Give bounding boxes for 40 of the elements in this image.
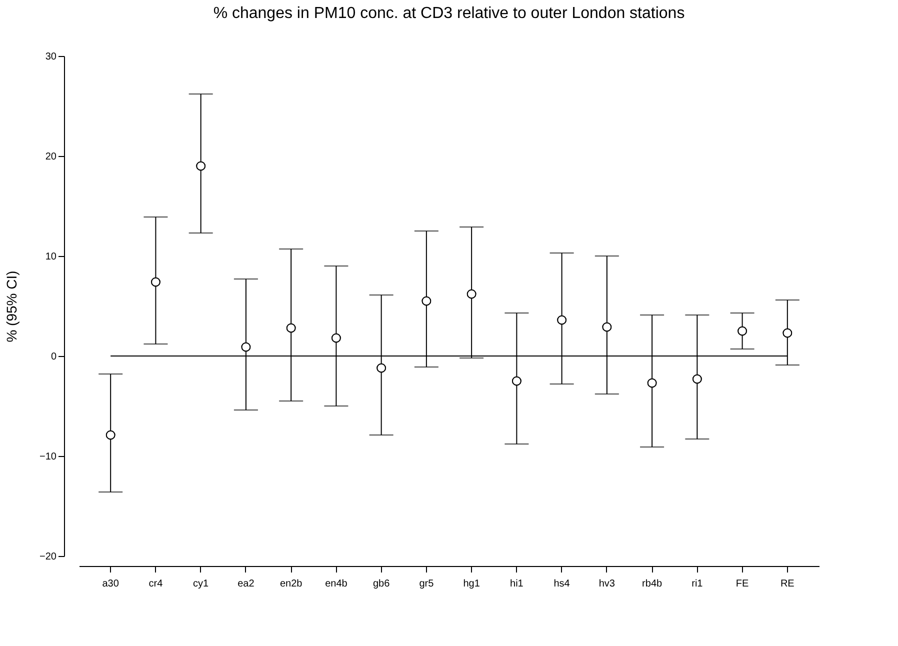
y-tick-label: −20 bbox=[40, 552, 57, 562]
x-tick-label: cy1 bbox=[193, 578, 210, 590]
x-tick-label: hv3 bbox=[598, 578, 616, 590]
point bbox=[557, 315, 566, 325]
x-tick-label: RE bbox=[780, 578, 795, 590]
point bbox=[602, 322, 612, 332]
x-tick-label: gr5 bbox=[419, 578, 434, 590]
point bbox=[106, 430, 116, 440]
point bbox=[286, 323, 296, 333]
point bbox=[196, 161, 206, 171]
x-tick-label: FE bbox=[736, 578, 750, 590]
point bbox=[241, 342, 251, 352]
y-axis-title: % (95% CI) bbox=[4, 270, 20, 342]
point bbox=[738, 326, 747, 336]
y-tick-label: 30 bbox=[45, 52, 57, 62]
point bbox=[151, 277, 160, 287]
x-tick-label: hs4 bbox=[554, 578, 570, 590]
y-tick-label: 0 bbox=[50, 352, 57, 362]
x-tick-label: ri1 bbox=[692, 578, 704, 590]
point bbox=[332, 333, 341, 343]
x-tick-label: a30 bbox=[102, 578, 120, 590]
x-tick-label: ea2 bbox=[238, 578, 255, 590]
point bbox=[422, 296, 432, 306]
x-tick-label: en2b bbox=[280, 578, 303, 590]
x-tick-label: cr4 bbox=[148, 578, 164, 590]
y-tick-label: 10 bbox=[45, 252, 57, 262]
point bbox=[692, 374, 702, 384]
point bbox=[647, 378, 657, 388]
point bbox=[376, 363, 386, 373]
point bbox=[512, 376, 522, 386]
y-tick-label: −10 bbox=[40, 452, 57, 462]
x-tick-label: hi1 bbox=[510, 578, 524, 590]
chart-title: % changes in PM10 conc. at CD3 relative to outer London stations bbox=[213, 5, 685, 22]
y-tick-label: 20 bbox=[45, 152, 57, 162]
x-tick-label: hg1 bbox=[463, 578, 480, 590]
x-tick-label: en4b bbox=[325, 578, 348, 590]
point bbox=[782, 328, 792, 338]
x-tick-label: rb4b bbox=[642, 578, 662, 590]
x-tick-label: gb6 bbox=[372, 578, 390, 590]
point bbox=[466, 289, 476, 299]
